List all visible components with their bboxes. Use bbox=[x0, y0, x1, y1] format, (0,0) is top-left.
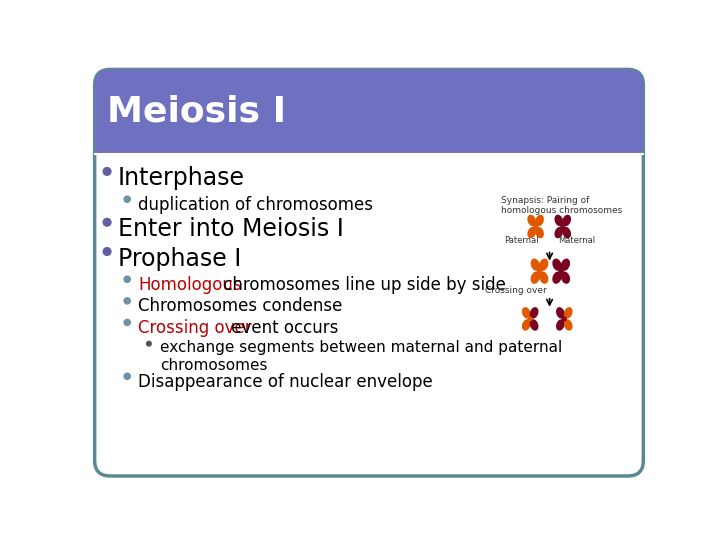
Text: Crossing over: Crossing over bbox=[485, 286, 547, 295]
Circle shape bbox=[561, 225, 564, 228]
FancyBboxPatch shape bbox=[94, 70, 644, 154]
Circle shape bbox=[559, 269, 563, 273]
Text: exchange segments between maternal and paternal
chromosomes: exchange segments between maternal and p… bbox=[160, 340, 562, 373]
Ellipse shape bbox=[561, 272, 570, 284]
Ellipse shape bbox=[552, 259, 562, 271]
Circle shape bbox=[124, 373, 130, 380]
Circle shape bbox=[538, 269, 541, 273]
Ellipse shape bbox=[522, 307, 531, 319]
Ellipse shape bbox=[539, 272, 549, 284]
Text: Enter into Meiosis I: Enter into Meiosis I bbox=[118, 217, 343, 241]
Ellipse shape bbox=[562, 215, 571, 226]
Text: Meiosis I: Meiosis I bbox=[107, 94, 286, 128]
Text: event occurs: event occurs bbox=[226, 319, 338, 337]
Ellipse shape bbox=[562, 227, 571, 238]
Text: Maternal: Maternal bbox=[558, 237, 595, 246]
Ellipse shape bbox=[556, 319, 564, 330]
Circle shape bbox=[124, 298, 130, 304]
Ellipse shape bbox=[564, 307, 572, 319]
Ellipse shape bbox=[530, 319, 539, 330]
Ellipse shape bbox=[552, 272, 562, 284]
Ellipse shape bbox=[564, 319, 572, 330]
Circle shape bbox=[103, 167, 111, 176]
Circle shape bbox=[124, 276, 130, 282]
Text: Synapsis: Pairing of
homologous chromosomes: Synapsis: Pairing of homologous chromoso… bbox=[500, 195, 622, 215]
Ellipse shape bbox=[535, 227, 544, 238]
Text: Disappearance of nuclear envelope: Disappearance of nuclear envelope bbox=[138, 373, 433, 391]
Circle shape bbox=[147, 341, 151, 346]
Bar bbox=[94, 137, 644, 154]
Text: Homologous: Homologous bbox=[138, 276, 242, 294]
Ellipse shape bbox=[530, 307, 539, 319]
Ellipse shape bbox=[561, 259, 570, 271]
Ellipse shape bbox=[535, 215, 544, 226]
Ellipse shape bbox=[554, 227, 563, 238]
Ellipse shape bbox=[531, 272, 540, 284]
Circle shape bbox=[562, 317, 566, 321]
Ellipse shape bbox=[554, 215, 563, 226]
Ellipse shape bbox=[556, 307, 564, 319]
Text: Prophase I: Prophase I bbox=[118, 247, 241, 271]
Text: Chromosomes condense: Chromosomes condense bbox=[138, 298, 343, 315]
Circle shape bbox=[124, 196, 130, 202]
Ellipse shape bbox=[531, 259, 540, 271]
Ellipse shape bbox=[527, 215, 536, 226]
Text: Paternal: Paternal bbox=[505, 237, 539, 246]
Text: chromosomes line up side by side: chromosomes line up side by side bbox=[218, 276, 506, 294]
Ellipse shape bbox=[522, 319, 531, 330]
Text: Crossing over: Crossing over bbox=[138, 319, 252, 337]
FancyBboxPatch shape bbox=[94, 70, 644, 476]
Circle shape bbox=[534, 225, 537, 228]
Ellipse shape bbox=[527, 227, 536, 238]
Text: Interphase: Interphase bbox=[118, 166, 245, 191]
Circle shape bbox=[124, 319, 130, 326]
Ellipse shape bbox=[539, 259, 549, 271]
Text: duplication of chromosomes: duplication of chromosomes bbox=[138, 195, 373, 214]
Circle shape bbox=[103, 218, 111, 226]
Circle shape bbox=[528, 317, 532, 321]
Circle shape bbox=[103, 248, 111, 255]
